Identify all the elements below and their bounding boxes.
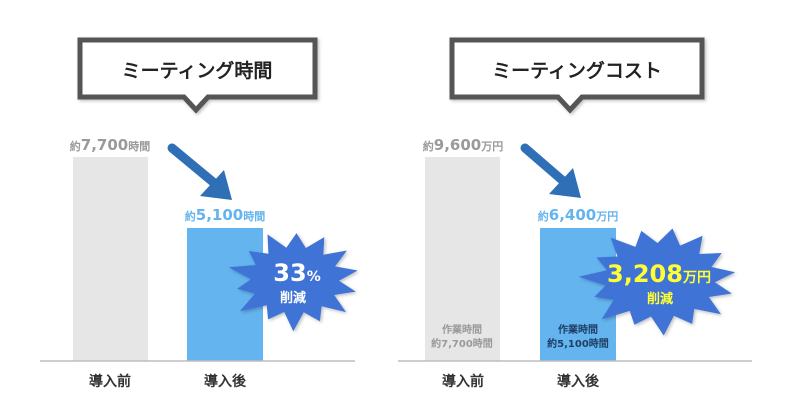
bar-inner-label-before-line2: 約7,700時間: [431, 337, 493, 350]
value-label-after: 約6,400万円: [538, 206, 618, 224]
reduction-burst: 33% 削減: [228, 233, 358, 332]
bar-inner-label-after-line2: 約5,100時間: [547, 337, 609, 350]
burst-main-text: 33%: [273, 259, 320, 287]
title-box: ミーティングコスト: [449, 37, 705, 114]
bar-after: [187, 228, 263, 361]
value-label-after: 約5,100時間: [185, 206, 265, 224]
down-right-arrow-icon: [167, 143, 232, 200]
burst-sub-text: 削減: [647, 291, 673, 307]
value-label-before: 約9,600万円: [423, 136, 503, 154]
bar-inner-label-before-line1: 作業時間: [442, 323, 482, 336]
bar-before: [425, 157, 500, 361]
burst-sub-text: 削減: [280, 290, 306, 306]
down-right-arrow-icon: [520, 143, 581, 198]
value-label-before: 約7,700時間: [70, 136, 150, 154]
bar-inner-label-after-line1: 作業時間: [558, 323, 598, 336]
reduction-burst: 3,208万円 削減: [578, 228, 736, 336]
chart-title: ミーティングコスト: [492, 59, 662, 82]
burst-main-text: 3,208万円: [607, 260, 711, 288]
x-tick-before: 導入前: [442, 373, 484, 390]
x-tick-before: 導入前: [89, 373, 131, 390]
x-tick-after: 導入後: [557, 373, 600, 390]
chart-title: ミーティング時間: [122, 59, 273, 82]
panel-meeting-time: ミーティング時間 約7,700時間 約5,100時間 導入前 導入後 33% 削: [40, 37, 358, 390]
panel-meeting-cost: ミーティングコスト 約9,600万円 約6,400万円 作業時間 約7,700時…: [398, 37, 752, 390]
title-box: ミーティング時間: [77, 37, 318, 114]
bar-before: [73, 157, 148, 361]
x-tick-after: 導入後: [204, 373, 247, 390]
